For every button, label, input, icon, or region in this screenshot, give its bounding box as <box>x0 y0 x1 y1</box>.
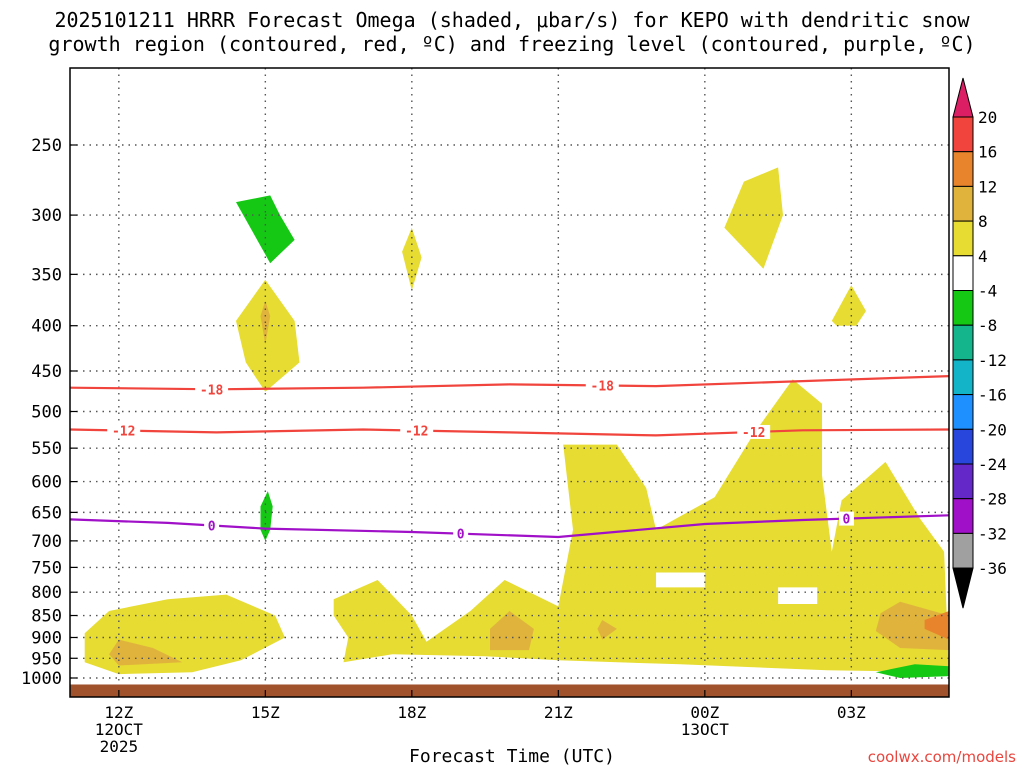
x-axis-label: Forecast Time (UTC) <box>409 746 615 767</box>
contour-label-bg--18-0 <box>195 382 229 397</box>
y-tick-label-400: 400 <box>31 317 62 337</box>
contour-line-0 <box>70 514 949 539</box>
contour-label-bg--12-0 <box>107 423 141 438</box>
x-tick-label-0-0: 12Z <box>104 703 133 722</box>
x-tick-label-12-0: 00Z <box>690 703 719 722</box>
y-tick-label-900: 900 <box>31 628 62 648</box>
omega-region-6 <box>260 491 273 541</box>
contour-line--12 <box>70 428 949 437</box>
contour-label-bg-0-2 <box>838 511 854 526</box>
y-tick-label-250: 250 <box>31 136 62 156</box>
x-tick-label-12-1: 13OCT <box>681 720 730 739</box>
y-tick-label-550: 550 <box>31 439 62 459</box>
plot-frame <box>69 67 950 698</box>
omega-region-0 <box>84 594 285 675</box>
chart-title-line-2: growth region (contoured, red, ºC) and f… <box>48 32 976 56</box>
colorbar-label-4: 4 <box>978 247 988 266</box>
omega-region-8 <box>724 167 783 269</box>
contour-label--12-0: -12 <box>112 425 135 440</box>
plot-area: -18 -18 -12 -12 -12 0 0 0 <box>70 68 949 697</box>
colorbar-label-6: -8 <box>978 316 997 335</box>
credit-link[interactable]: coolwx.com/models <box>867 748 1016 766</box>
omega-region-5 <box>236 195 295 264</box>
x-tick-label-3-0: 15Z <box>251 703 280 722</box>
colorbar-label-11: -28 <box>978 490 1007 509</box>
colorbar-band-10 <box>952 428 974 465</box>
colorbar-label-5: -4 <box>978 282 997 301</box>
y-tick-label-500: 500 <box>31 403 62 423</box>
omega-region-12 <box>875 601 949 651</box>
omega-gap-1 <box>778 587 818 604</box>
contour-label--12-2: -12 <box>742 426 765 441</box>
colorbar-label-13: -36 <box>978 559 1007 578</box>
y-tick-label-450: 450 <box>31 362 62 382</box>
contour-label--18-0: -18 <box>200 383 224 398</box>
colorbar-top-triangle <box>952 77 974 118</box>
contour-label-bg--12-1 <box>400 423 434 438</box>
contour-label-bg--18-1 <box>585 378 619 393</box>
omega-region-13 <box>924 611 949 640</box>
omega-region-10 <box>490 611 534 651</box>
colorbar-bottom-triangle <box>952 567 974 609</box>
colorbar-band-8 <box>952 359 974 396</box>
omega-region-11 <box>597 620 617 640</box>
colorbar-band-5 <box>952 255 974 292</box>
omega-region-9 <box>831 285 866 326</box>
omega-region-14 <box>875 664 949 678</box>
colorbar-band-7 <box>952 324 974 361</box>
y-tick-label-300: 300 <box>31 206 62 226</box>
x-tick-label-9-0: 21Z <box>544 703 573 722</box>
y-tick-label-650: 650 <box>31 503 62 523</box>
colorbar-band-4 <box>952 220 974 257</box>
colorbar-label-12: -32 <box>978 524 1007 543</box>
chart-title-line-1: 2025101211 HRRR Forecast Omega (shaded, … <box>54 8 970 32</box>
omega-region-1 <box>109 639 183 666</box>
contour-label--12-1: -12 <box>405 425 428 440</box>
colorbar-band-9 <box>952 394 974 430</box>
y-tick-label-600: 600 <box>31 473 62 493</box>
colorbar-band-2 <box>952 151 974 187</box>
omega-region-7 <box>333 379 949 673</box>
colorbar-band-1 <box>952 116 974 153</box>
contour-label-0-1: 0 <box>457 528 465 543</box>
colorbar-band-11 <box>952 463 974 500</box>
y-tick-label-1000: 1000 <box>21 669 62 689</box>
omega-region-4 <box>402 227 422 291</box>
contour-label-bg-0-1 <box>453 526 469 541</box>
colorbar-band-6 <box>952 290 974 326</box>
y-tick-label-850: 850 <box>31 607 62 627</box>
y-tick-label-800: 800 <box>31 583 62 603</box>
contour-label-0-0: 0 <box>208 519 216 534</box>
colorbar-label-10: -24 <box>978 455 1007 474</box>
colorbar-band-12 <box>952 498 974 534</box>
colorbar-label-2: 12 <box>978 177 997 196</box>
colorbar-band-13 <box>952 532 974 569</box>
x-tick-label-15-0: 03Z <box>837 703 866 722</box>
y-tick-label-950: 950 <box>31 649 62 669</box>
x-tick-label-6-0: 18Z <box>397 703 426 722</box>
contour-label-bg-0-0 <box>204 518 220 533</box>
colorbar-label-7: -12 <box>978 351 1007 370</box>
y-tick-label-700: 700 <box>31 532 62 552</box>
contour-label-bg--12-2 <box>737 424 771 439</box>
colorbar-label-8: -16 <box>978 386 1007 405</box>
x-tick-label-0-2: 2025 <box>100 737 139 756</box>
omega-gap-0 <box>656 572 705 588</box>
contour-label-0-2: 0 <box>843 513 851 528</box>
colorbar-label-0: 20 <box>978 108 997 127</box>
colorbar-label-9: -20 <box>978 420 1007 439</box>
y-tick-label-750: 750 <box>31 558 62 578</box>
terrain-strip <box>70 684 949 697</box>
colorbar-label-3: 8 <box>978 212 988 231</box>
y-tick-label-350: 350 <box>31 265 62 285</box>
colorbar-label-1: 16 <box>978 143 997 162</box>
x-tick-label-0-1: 12OCT <box>95 720 144 739</box>
omega-region-2 <box>236 279 300 392</box>
contour-label--18-1: -18 <box>591 379 615 394</box>
colorbar-band-3 <box>952 185 974 222</box>
